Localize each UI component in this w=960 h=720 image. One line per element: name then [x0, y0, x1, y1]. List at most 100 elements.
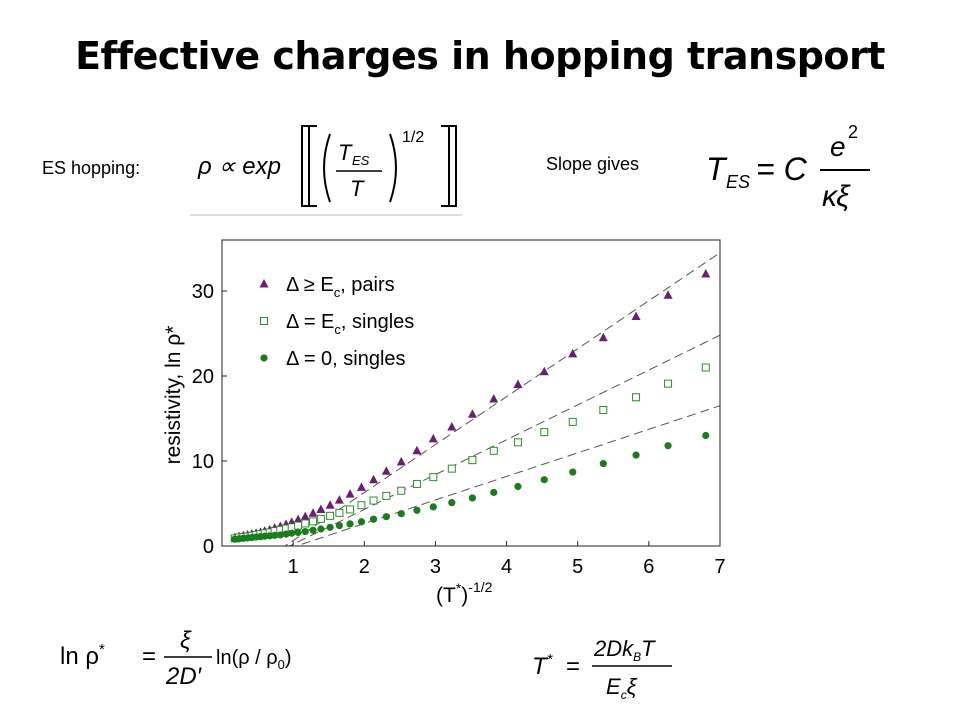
- data-point-circle: [276, 531, 284, 539]
- data-point-square: [489, 446, 498, 455]
- data-point-square: [346, 505, 355, 514]
- x-axis-label-star: *: [456, 580, 462, 596]
- tstar-num-sub: B: [633, 650, 641, 664]
- data-point-triangle: [568, 348, 578, 358]
- data-point-circle: [702, 431, 710, 440]
- fit-line-3: [294, 405, 720, 546]
- data-point-square: [513, 438, 522, 447]
- es-hopping-equation: ρ ∝ exp T ES T 1/2: [190, 118, 462, 216]
- lnrho-eq: =: [142, 643, 156, 670]
- data-point-triangle: [539, 366, 549, 376]
- left-bracket: [301, 125, 310, 207]
- tstar-lhs-text: T: [532, 653, 549, 680]
- lnrho-rhs: ln(ρ / ρ0): [216, 647, 292, 672]
- data-point-square: [309, 517, 318, 526]
- tstar-eq: =: [566, 653, 580, 680]
- t-den: T: [350, 176, 365, 201]
- y-tick-label: 30: [192, 281, 214, 303]
- lnrho-rhs-sub: 0: [278, 657, 285, 672]
- x-tick-label: 3: [430, 556, 441, 578]
- right-bracket-inner: [441, 125, 450, 207]
- data-point-circle: [335, 522, 343, 530]
- data-point-circle: [569, 468, 577, 476]
- data-point-triangle: [467, 409, 477, 418]
- legend-subscript: c: [334, 285, 341, 300]
- data-point-triangle: [447, 422, 457, 431]
- legend-suffix: , pairs: [340, 274, 394, 296]
- x-tick-label: 5: [572, 556, 583, 578]
- data-point-triangle: [489, 393, 499, 403]
- x-tick-label: 7: [714, 556, 725, 578]
- plot-frame: [221, 239, 721, 547]
- ln-rho-svg: ln ρ* = ξ 2D′ ln(ρ / ρ0): [60, 627, 292, 690]
- tes-num-sup: 2: [848, 122, 858, 142]
- data-point-triangle: [513, 379, 523, 388]
- data-point-circle: [540, 476, 548, 484]
- y-tick-label: 10: [192, 451, 214, 473]
- data-point-square: [701, 363, 710, 372]
- tstar-den: Ecξ: [606, 674, 638, 702]
- y-ticks: 0 10 20 30: [192, 281, 227, 558]
- lnrho-star: *: [99, 641, 105, 658]
- tes-eq-c: = C: [756, 151, 808, 187]
- data-point-triangle: [369, 474, 379, 484]
- data-point-square: [382, 491, 391, 500]
- data-point-square: [468, 456, 477, 465]
- data-point-circle: [413, 506, 421, 514]
- legend-marker-square: [260, 317, 268, 325]
- left-paren: [323, 133, 331, 203]
- lnrho-close: ): [285, 647, 292, 669]
- data-point-triangle: [300, 511, 310, 521]
- es-equation-svg: ρ ∝ exp T ES T 1/2: [197, 125, 457, 207]
- tstar-den-sub: c: [621, 688, 627, 702]
- x-tick-label: 2: [359, 556, 370, 578]
- data-point-square: [568, 417, 577, 426]
- data-point-circle: [288, 529, 296, 537]
- tstar-den-text: E: [606, 674, 621, 699]
- legend-text: Δ = E: [286, 311, 334, 333]
- data-point-triangle: [308, 508, 318, 517]
- data-point-triangle: [334, 495, 344, 504]
- fit-line-1: [284, 252, 720, 546]
- data-point-square: [447, 464, 456, 473]
- lnrho-lhs-text: ln ρ: [60, 643, 99, 670]
- data-point-triangle: [316, 504, 326, 513]
- y-axis-label: resistivity, ln ρ*: [162, 326, 185, 465]
- data-point-square: [429, 473, 438, 482]
- data-point-circle: [429, 503, 437, 511]
- data-point-square: [301, 519, 310, 528]
- data-point-square: [540, 428, 549, 437]
- ln-rho-equation: ln ρ* = ξ 2D′ ln(ρ / ρ0): [60, 622, 310, 692]
- y-tick-label: 0: [203, 536, 214, 558]
- data-point-triangle: [598, 332, 608, 342]
- y-tick-label: 20: [192, 366, 214, 388]
- data-point-triangle: [412, 445, 422, 455]
- legend-subscript: c: [334, 322, 341, 337]
- x-axis-label: (T*)-1/2: [436, 579, 493, 607]
- x-ticks: 1 2 3 4 5 6 7: [288, 541, 726, 578]
- x-axis-label-sup: -1/2: [468, 579, 492, 595]
- tes-lhs: T: [706, 151, 728, 187]
- legend-entry-1: Δ ≥ Ec, pairs: [286, 274, 395, 300]
- right-bracket: [448, 125, 457, 207]
- data-points: [230, 269, 711, 543]
- x-axis-label-base: (T: [436, 584, 456, 607]
- data-point-triangle: [381, 466, 391, 475]
- lnrho-den: 2D′: [165, 663, 203, 690]
- data-point-square: [369, 496, 378, 505]
- data-point-circle: [490, 488, 498, 497]
- tstar-lhs: T*: [532, 651, 554, 680]
- x-axis-label-close: ): [461, 584, 468, 607]
- data-point-circle: [301, 527, 309, 536]
- right-paren: [389, 133, 397, 203]
- data-point-circle: [271, 531, 279, 539]
- tes-num: T: [338, 140, 353, 165]
- lnrho-lhs: ln ρ*: [60, 641, 105, 670]
- data-point-square: [397, 486, 406, 495]
- legend-marker-triangle: [259, 279, 269, 288]
- x-tick-label: 1: [288, 556, 299, 578]
- tes-den: κξ: [822, 180, 851, 213]
- tes-lhs-sub: ES: [726, 172, 750, 192]
- legend-text: Δ = 0, singles: [286, 348, 406, 370]
